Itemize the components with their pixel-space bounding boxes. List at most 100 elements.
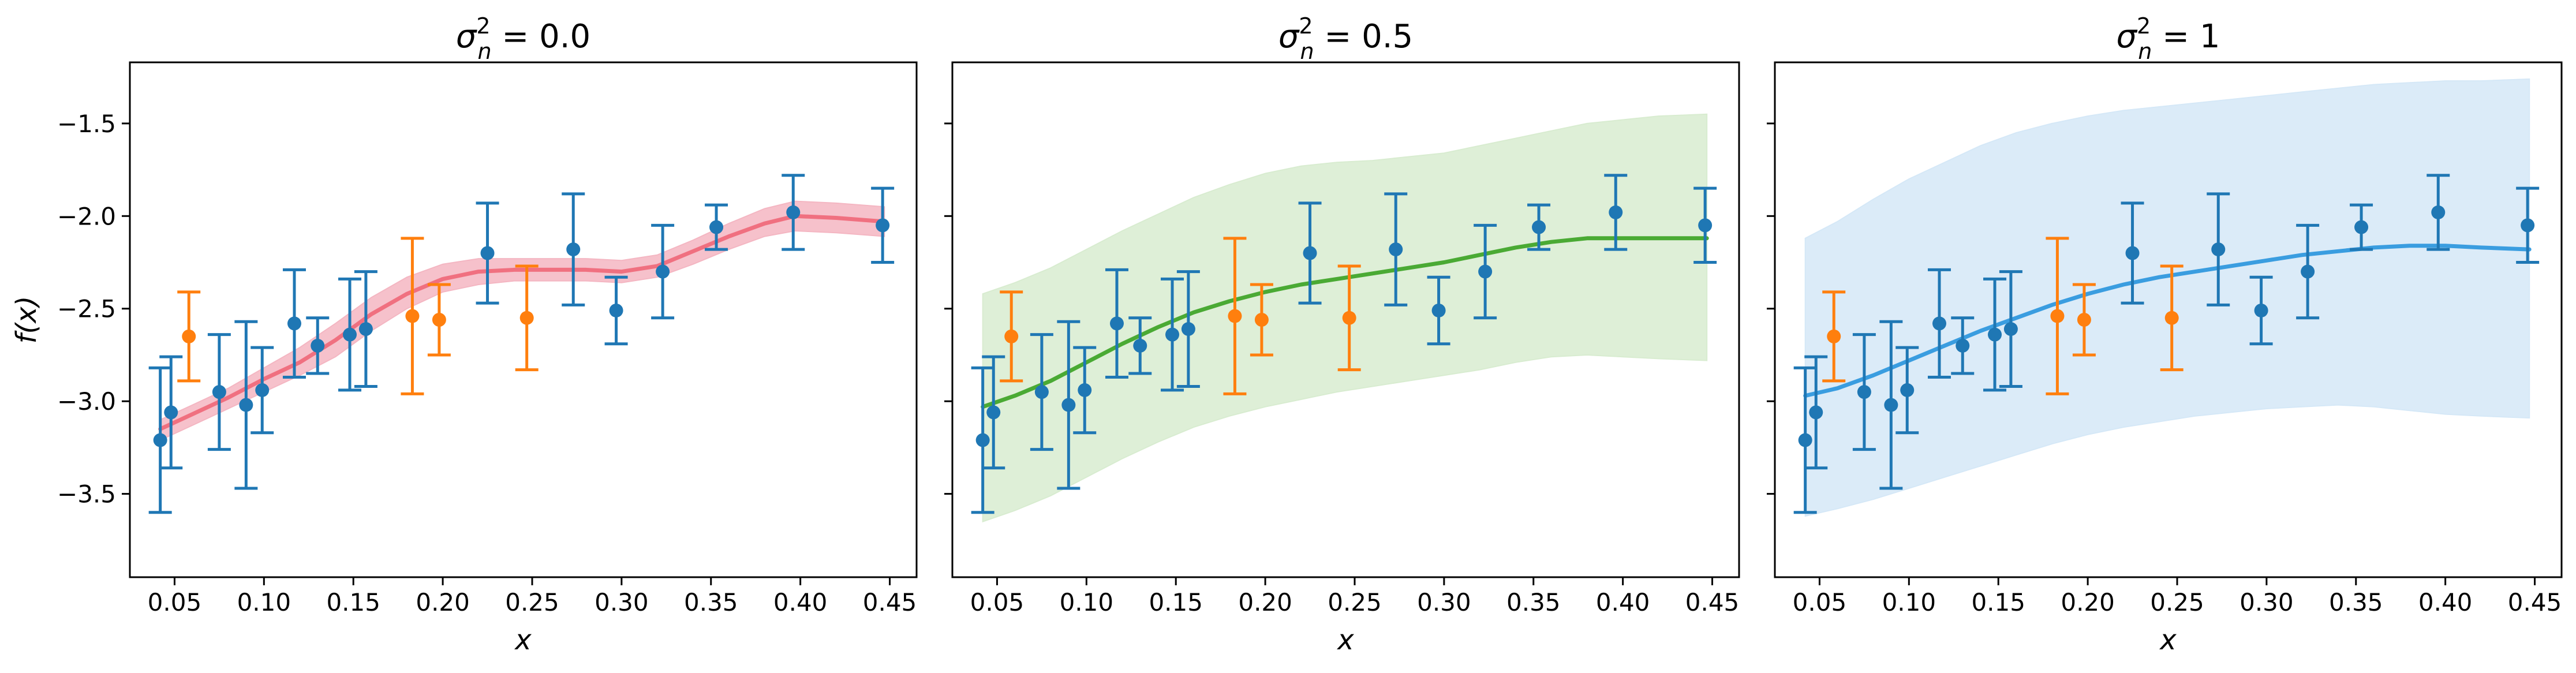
observation-marker — [343, 327, 357, 342]
x-tick-label: 0.40 — [773, 588, 828, 616]
observation-point — [1527, 203, 1551, 251]
title-value: = 1 — [2152, 18, 2220, 55]
title-superscript: 2 — [476, 13, 490, 39]
mean-line — [158, 214, 887, 431]
heldout-marker — [432, 313, 446, 327]
observation-point — [1693, 186, 1717, 264]
observation-point — [306, 316, 330, 375]
plot-frame — [951, 61, 1740, 578]
panel-title: σ2 n = 0.5 — [1278, 13, 1413, 64]
observation-point — [562, 192, 585, 306]
observation-marker — [1956, 338, 1970, 353]
x-tick-label: 0.35 — [684, 588, 738, 616]
observation-marker — [153, 433, 167, 447]
observation-point — [982, 355, 1005, 470]
observation-marker — [2301, 264, 2315, 279]
x-tick-label: 0.10 — [1060, 588, 1114, 616]
heldout-marker — [519, 311, 534, 325]
heldout-point — [2072, 283, 2096, 357]
title-subscript: n — [478, 39, 492, 64]
x-axis-label: x — [2159, 624, 2177, 656]
x-tick-label: 0.45 — [863, 588, 917, 616]
observation-point — [782, 174, 805, 251]
observation-marker — [1798, 433, 1812, 447]
observation-point — [1384, 192, 1408, 306]
observation-marker — [1165, 327, 1180, 342]
mean-line — [1803, 244, 2532, 398]
observation-marker — [1431, 303, 1446, 317]
title-symbol: σ — [456, 18, 477, 55]
observation-point — [1951, 316, 1975, 375]
heldout-point — [1000, 290, 1023, 383]
heldout-marker — [1342, 311, 1356, 325]
x-tick-label: 0.40 — [2418, 588, 2473, 616]
observation-marker — [1303, 246, 1317, 260]
observation-marker — [876, 218, 890, 233]
observation-point — [476, 201, 499, 305]
observation-marker — [2211, 242, 2226, 257]
title-symbol: σ — [2117, 18, 2138, 55]
x-tick-label: 0.45 — [2508, 588, 2562, 616]
observation-point — [1427, 275, 1450, 346]
observation-point — [1073, 346, 1097, 435]
x-tick-label: 0.30 — [1417, 588, 1471, 616]
observation-point — [1474, 223, 1497, 320]
heldout-point — [2160, 264, 2184, 372]
x-tick-label: 0.10 — [237, 588, 291, 616]
title-value: = 0.0 — [492, 18, 591, 55]
panel-sigma-0: 0.05 0.10 0.15 0.20 0.25 0.30 0.35 0.40 0.45 −3.5… — [10, 13, 918, 656]
observation-point — [1983, 277, 2007, 392]
y-tick-label: −3.5 — [57, 480, 116, 509]
x-tick-label: 0.45 — [1685, 588, 1740, 616]
observation-marker — [1698, 218, 1713, 233]
observation-point — [1927, 268, 1951, 379]
observation-point — [1793, 366, 1817, 514]
observation-marker — [480, 246, 495, 260]
observation-point — [1852, 333, 1876, 451]
heldout-point — [515, 264, 539, 372]
observation-marker — [786, 205, 801, 219]
heldout-point — [1337, 264, 1361, 372]
observation-point — [1105, 268, 1128, 379]
observation-marker — [164, 405, 178, 420]
y-tick-label: −2.0 — [57, 202, 116, 230]
observation-marker — [2354, 220, 2369, 234]
observation-point — [604, 275, 628, 346]
x-tick-label: 0.10 — [1882, 588, 1936, 616]
observation-marker — [311, 338, 325, 353]
observation-point — [2516, 186, 2540, 264]
observation-point — [871, 186, 895, 264]
observation-point — [1128, 316, 1152, 375]
observation-marker — [1078, 383, 1092, 397]
heldout-marker — [405, 309, 420, 323]
observation-marker — [975, 433, 990, 447]
observation-marker — [358, 322, 373, 336]
observation-point — [1604, 174, 1628, 251]
y-tick-label: −2.5 — [57, 295, 116, 323]
plot-frame — [129, 61, 918, 578]
observation-point — [1176, 270, 1200, 388]
x-tick-label: 0.35 — [1506, 588, 1561, 616]
panel-sigma-1: 0.05 0.10 0.15 0.20 0.25 0.30 0.35 0.40 0.45 x σ2 n… — [1767, 13, 2563, 656]
x-tick-label: 0.20 — [1238, 588, 1292, 616]
y-tick-label: −1.5 — [57, 110, 116, 138]
observation-point — [1879, 320, 1903, 490]
observation-marker — [566, 242, 581, 257]
heldout-marker — [1254, 313, 1269, 327]
observation-marker — [1109, 316, 1124, 331]
x-tick-label: 0.05 — [970, 588, 1025, 616]
heldout-point — [1822, 290, 1846, 383]
observation-marker — [609, 303, 623, 317]
x-tick-label: 0.25 — [1328, 588, 1382, 616]
heldout-marker — [1827, 329, 1841, 343]
title-superscript: 2 — [1299, 13, 1313, 39]
x-tick-label: 0.30 — [595, 588, 649, 616]
title-superscript: 2 — [2137, 13, 2151, 39]
mean-line — [981, 236, 1709, 409]
observation-point — [971, 366, 994, 514]
observation-marker — [1900, 383, 1915, 397]
title-symbol: σ — [1278, 18, 1300, 55]
observation-marker — [656, 264, 670, 279]
x-tick-label: 0.40 — [1596, 588, 1650, 616]
